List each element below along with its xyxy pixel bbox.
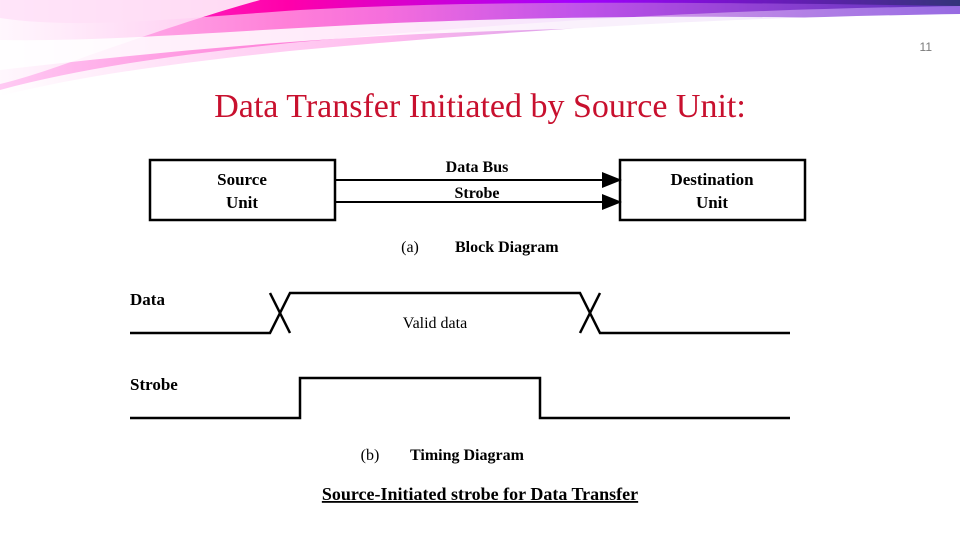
dest-label-bottom: Unit xyxy=(696,193,728,212)
timing-strobe-label: Strobe xyxy=(130,375,178,394)
strobe-waveform xyxy=(130,378,790,418)
caption-a-text: Block Diagram xyxy=(455,239,559,256)
caption-a-letter: (a) xyxy=(401,239,419,256)
diagram-container: Source Unit Destination Unit Data Bus St… xyxy=(120,150,840,520)
timing-data-label: Data xyxy=(130,290,165,309)
data-bus-label: Data Bus xyxy=(446,159,509,176)
banner-swoosh xyxy=(0,0,960,95)
caption-b-letter: (b) xyxy=(361,447,380,464)
valid-data-text: Valid data xyxy=(403,315,467,332)
page-number: 11 xyxy=(920,40,932,54)
strobe-label-mid: Strobe xyxy=(454,185,499,202)
caption-b-text: Timing Diagram xyxy=(410,447,525,464)
figure-title: Source-Initiated strobe for Data Transfe… xyxy=(322,484,638,504)
source-label-bottom: Unit xyxy=(226,193,258,212)
page-title: Data Transfer Initiated by Source Unit: xyxy=(0,88,960,126)
source-label-top: Source xyxy=(217,170,267,189)
dest-label-top: Destination xyxy=(670,170,754,189)
